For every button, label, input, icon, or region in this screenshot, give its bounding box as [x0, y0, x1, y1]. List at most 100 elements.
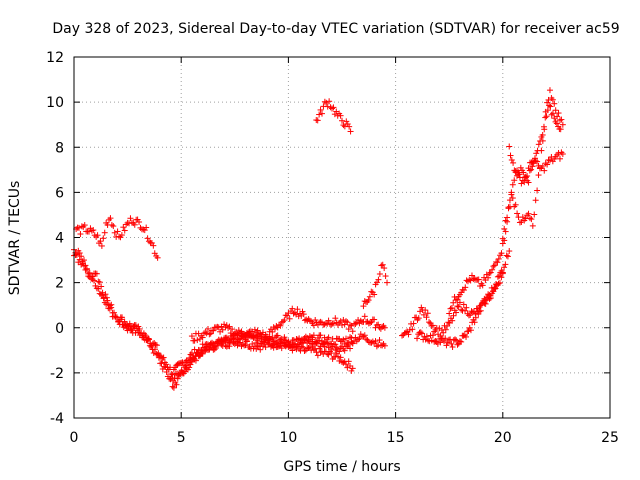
data-point: [533, 150, 540, 157]
data-point: [467, 277, 474, 284]
data-point: [534, 158, 541, 165]
data-point: [148, 239, 155, 246]
data-point: [509, 181, 516, 188]
data-point: [450, 299, 457, 306]
data-point: [372, 338, 379, 345]
data-point: [361, 313, 368, 320]
data-point: [152, 346, 159, 353]
data-point: [517, 164, 524, 171]
data-point: [546, 157, 553, 164]
data-point: [226, 323, 233, 330]
data-point: [193, 350, 200, 357]
data-point: [481, 300, 488, 307]
data-point: [365, 297, 372, 304]
data-point: [205, 347, 211, 354]
y-tick-label: 4: [55, 231, 64, 247]
data-point: [118, 232, 125, 239]
data-point: [188, 333, 195, 340]
data-point: [290, 310, 297, 317]
data-point: [272, 325, 278, 332]
data-point: [323, 99, 330, 106]
data-point: [325, 344, 332, 351]
data-point: [174, 375, 181, 382]
data-point: [414, 335, 421, 342]
data-point: [305, 337, 312, 344]
data-point: [219, 326, 226, 333]
data-point: [82, 266, 89, 273]
data-point: [345, 358, 352, 365]
data-point: [89, 273, 96, 280]
data-point: [229, 326, 236, 333]
data-point: [326, 321, 333, 328]
x-tick-label: 20: [494, 430, 512, 446]
data-point: [326, 98, 333, 105]
data-point: [226, 337, 233, 344]
data-point: [79, 258, 86, 265]
data-point: [467, 312, 474, 319]
data-point: [378, 262, 385, 269]
data-point: [261, 334, 268, 341]
data-point: [343, 118, 350, 125]
x-tick-label: 25: [601, 430, 619, 446]
data-point: [454, 303, 461, 310]
data-point: [528, 166, 535, 173]
data-point: [446, 310, 453, 317]
data-point: [349, 365, 356, 372]
x-axis-label: GPS time / hours: [283, 459, 400, 475]
data-point: [487, 269, 494, 276]
data-point: [553, 120, 560, 127]
data-point: [531, 211, 538, 218]
data-point: [101, 229, 108, 236]
data-point: [116, 318, 123, 325]
data-point: [535, 172, 542, 179]
data-point: [508, 191, 515, 198]
data-point: [531, 155, 538, 162]
data-point: [368, 288, 375, 295]
data-point: [235, 327, 242, 334]
data-point: [321, 321, 328, 328]
data-point: [196, 336, 203, 343]
data-point: [159, 355, 166, 362]
data-point: [313, 339, 320, 346]
data-point: [482, 297, 489, 304]
data-point: [325, 317, 332, 324]
data-point: [284, 312, 291, 319]
data-point: [314, 117, 321, 124]
data-point: [215, 324, 222, 331]
data-point: [254, 342, 261, 349]
data-point: [506, 143, 513, 150]
data-point: [276, 321, 283, 328]
data-point: [277, 336, 284, 343]
data-point: [486, 291, 493, 298]
data-point: [509, 195, 516, 202]
data-point: [406, 326, 413, 333]
data-point: [81, 222, 88, 229]
data-point: [552, 107, 559, 114]
data-point: [424, 310, 431, 317]
data-point: [506, 248, 513, 255]
data-point: [487, 292, 494, 299]
data-point: [532, 197, 539, 204]
data-point: [556, 155, 563, 162]
data-point: [555, 110, 562, 117]
y-tick-label: -4: [50, 411, 64, 427]
data-point: [543, 113, 550, 120]
data-point: [98, 291, 105, 298]
data-point: [144, 336, 151, 343]
data-point: [558, 116, 565, 123]
data-point: [371, 291, 378, 298]
data-point: [475, 311, 482, 318]
data-point: [331, 111, 338, 118]
data-point: [499, 269, 506, 276]
data-point: [464, 278, 471, 285]
data-point: [95, 278, 102, 285]
data-point: [472, 314, 479, 321]
data-point: [355, 336, 362, 343]
data-point: [83, 265, 90, 272]
data-point: [88, 227, 95, 234]
data-point: [452, 297, 459, 304]
data-point: [169, 371, 176, 378]
data-point: [300, 311, 307, 318]
data-point: [518, 219, 525, 226]
data-point: [95, 285, 102, 292]
